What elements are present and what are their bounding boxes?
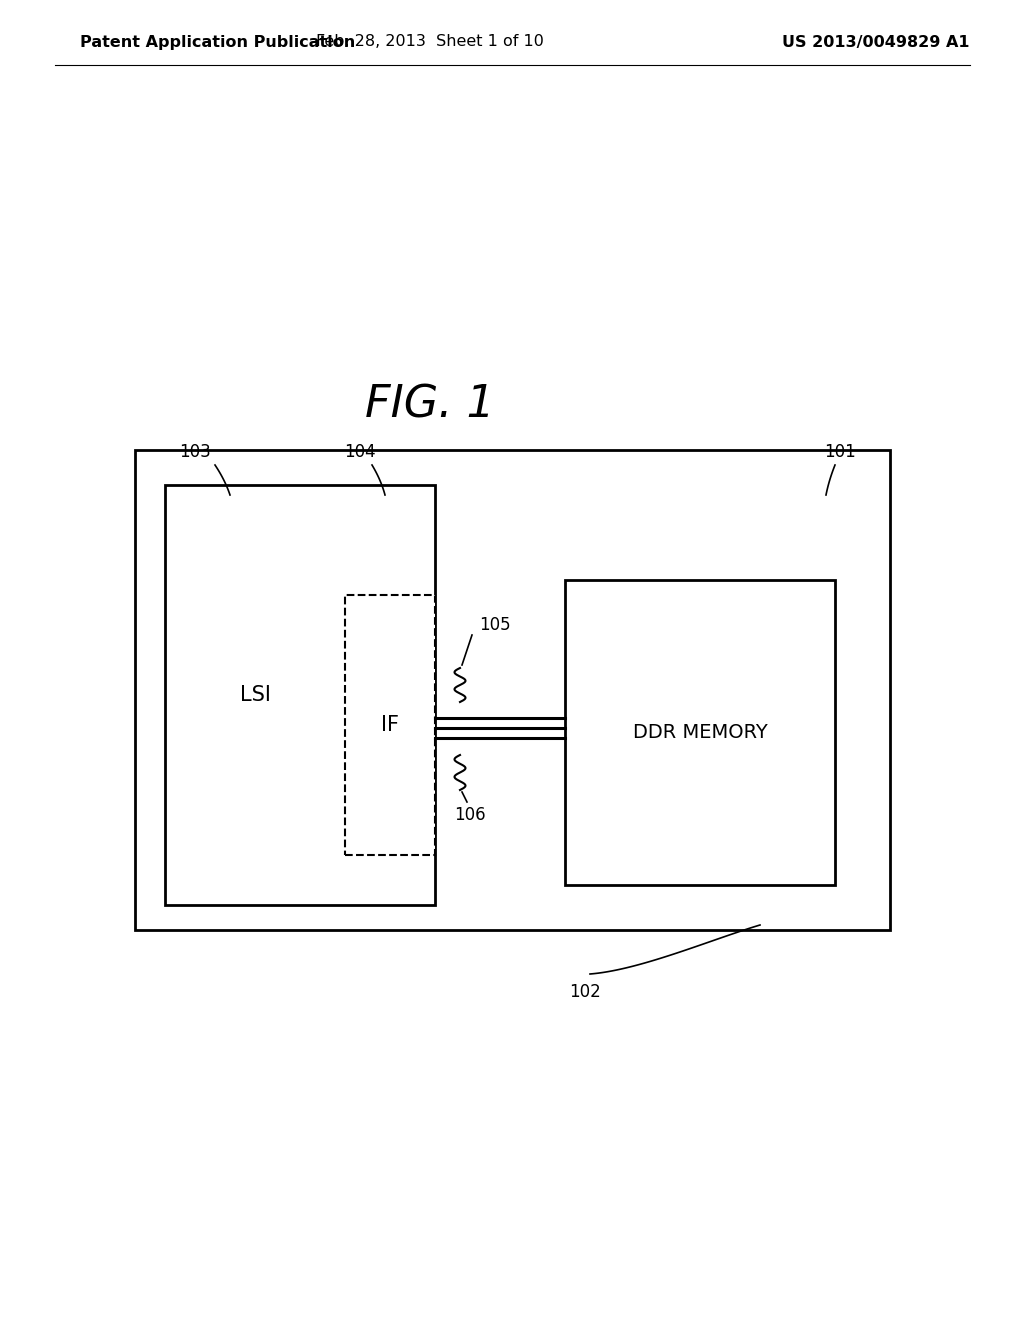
- Bar: [565, 579, 835, 884]
- Text: 104: 104: [344, 444, 376, 461]
- Text: LSI: LSI: [240, 685, 270, 705]
- Text: 103: 103: [179, 444, 211, 461]
- Bar: [135, 450, 890, 931]
- Bar: [345, 595, 435, 855]
- Text: Feb. 28, 2013  Sheet 1 of 10: Feb. 28, 2013 Sheet 1 of 10: [316, 34, 544, 49]
- Text: 101: 101: [824, 444, 856, 461]
- Text: FIG. 1: FIG. 1: [366, 384, 495, 426]
- Text: 102: 102: [569, 983, 601, 1001]
- Text: DDR MEMORY: DDR MEMORY: [633, 723, 767, 742]
- Bar: [165, 484, 435, 906]
- Text: IF: IF: [381, 715, 399, 735]
- Text: US 2013/0049829 A1: US 2013/0049829 A1: [782, 34, 970, 49]
- Text: Patent Application Publication: Patent Application Publication: [80, 34, 355, 49]
- Text: 105: 105: [479, 616, 511, 634]
- Text: 106: 106: [455, 807, 485, 824]
